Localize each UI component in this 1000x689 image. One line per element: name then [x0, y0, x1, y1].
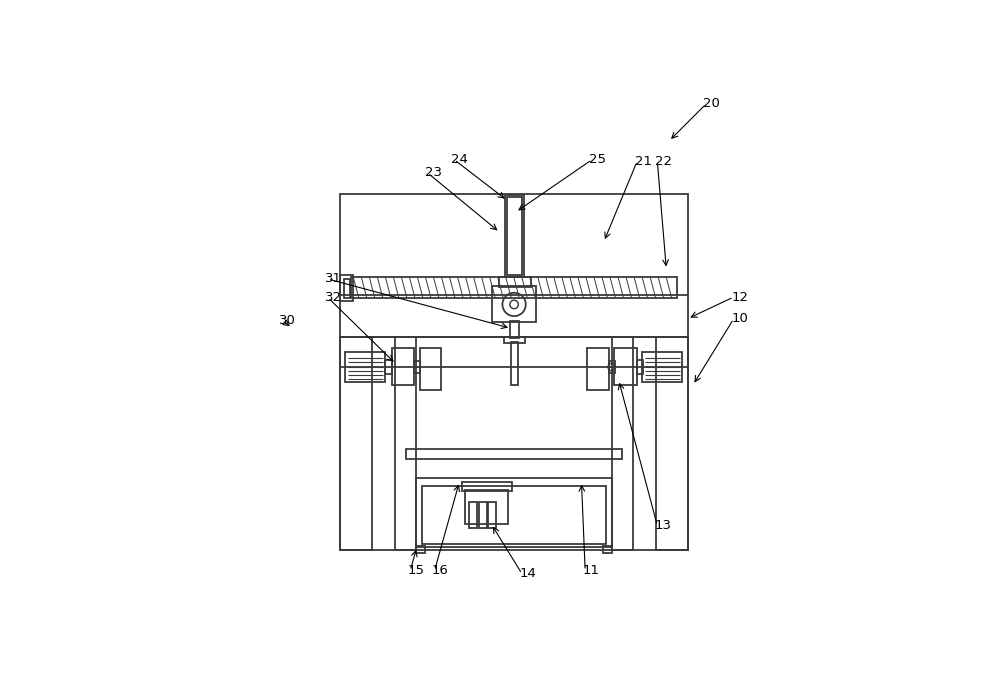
- Bar: [340, 275, 353, 301]
- Bar: [345, 351, 385, 382]
- Text: 31: 31: [325, 272, 342, 285]
- Bar: [416, 546, 425, 553]
- Bar: [642, 351, 682, 382]
- Bar: [587, 348, 609, 391]
- Text: 11: 11: [583, 564, 600, 577]
- Bar: [462, 482, 512, 491]
- Bar: [414, 360, 420, 373]
- Bar: [637, 360, 643, 375]
- Bar: [479, 502, 487, 528]
- Bar: [612, 338, 633, 550]
- Bar: [395, 338, 416, 550]
- Bar: [465, 490, 508, 524]
- Bar: [422, 486, 606, 544]
- Text: 30: 30: [279, 314, 296, 327]
- Bar: [406, 449, 622, 460]
- Text: 16: 16: [432, 564, 449, 577]
- Text: 13: 13: [655, 520, 672, 532]
- Bar: [505, 195, 524, 278]
- Text: 22: 22: [655, 155, 672, 167]
- Bar: [488, 502, 496, 528]
- Bar: [492, 287, 536, 322]
- Text: 32: 32: [325, 291, 342, 304]
- Bar: [416, 478, 612, 547]
- Bar: [351, 278, 677, 298]
- Text: 12: 12: [731, 291, 748, 304]
- Bar: [344, 279, 350, 298]
- Text: 24: 24: [451, 153, 468, 166]
- Text: 25: 25: [589, 153, 606, 166]
- Bar: [614, 348, 637, 385]
- Bar: [420, 348, 441, 391]
- Bar: [504, 338, 525, 342]
- Bar: [340, 194, 688, 338]
- Text: 10: 10: [731, 312, 748, 325]
- Bar: [340, 338, 688, 550]
- Bar: [499, 277, 531, 287]
- Bar: [507, 197, 522, 276]
- Bar: [656, 338, 688, 550]
- Text: 21: 21: [635, 155, 652, 167]
- Text: 23: 23: [425, 166, 442, 179]
- Bar: [603, 546, 612, 553]
- Bar: [392, 348, 414, 385]
- Bar: [469, 502, 477, 528]
- Bar: [385, 360, 392, 375]
- Text: 15: 15: [407, 564, 424, 577]
- Text: 14: 14: [519, 568, 536, 580]
- Bar: [510, 321, 519, 338]
- Bar: [340, 338, 372, 550]
- Bar: [609, 360, 615, 373]
- Text: 20: 20: [703, 97, 720, 110]
- Bar: [511, 342, 518, 385]
